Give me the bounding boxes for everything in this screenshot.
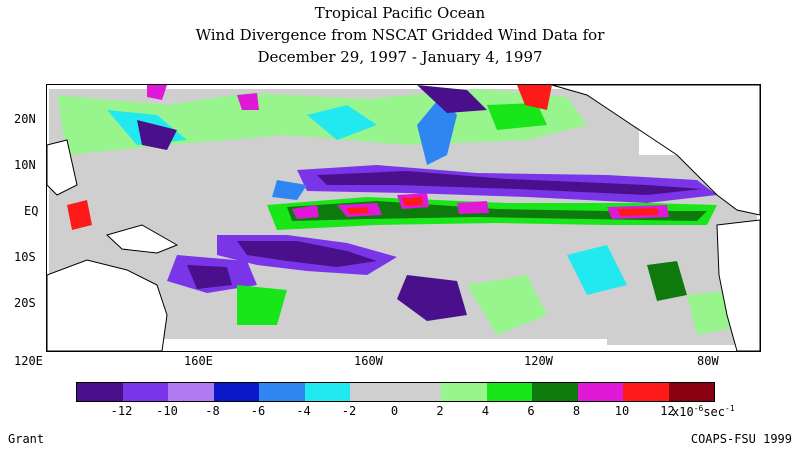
colorbar-tick-label: 8 xyxy=(572,404,581,418)
colorbar-swatch xyxy=(259,383,305,401)
colorbar-swatch xyxy=(213,383,259,401)
lat-label-20s: 20S xyxy=(14,296,36,310)
colorbar-tick-label: 0 xyxy=(390,404,399,418)
colorbar-swatch xyxy=(168,383,214,401)
map-title-line-1: Tropical Pacific Ocean xyxy=(314,4,486,22)
divergence-map-svg xyxy=(47,85,760,351)
source-credit: COAPS-FSU 1999 xyxy=(690,432,792,446)
colorbar-swatch xyxy=(532,383,578,401)
lon-label-160e: 160E xyxy=(184,354,213,368)
colorbar-swatch xyxy=(668,383,714,401)
lon-label-160w: 160W xyxy=(354,354,383,368)
map-title-line-3: December 29, 1997 - January 4, 1997 xyxy=(257,48,543,66)
lat-label-20n: 20N xyxy=(14,112,36,126)
units-exponent: -6 xyxy=(693,404,704,413)
colorbar-swatch xyxy=(395,383,441,401)
colorbar xyxy=(76,382,715,402)
colorbar-tick-label: 12 xyxy=(660,404,675,418)
colorbar-swatch xyxy=(623,383,669,401)
units-suffix-exponent: -1 xyxy=(725,404,735,413)
colorbar-swatch xyxy=(304,383,350,401)
map-title-line-2: Wind Divergence from NSCAT Gridded Wind … xyxy=(195,26,605,44)
author-credit: Grant xyxy=(8,432,45,446)
colorbar-swatch xyxy=(77,383,123,401)
lat-label-eq: EQ xyxy=(24,204,39,218)
lon-label-80w: 80W xyxy=(697,354,719,368)
units-label: x10-6sec-1 xyxy=(672,404,735,419)
colorbar-tick-label: -12 xyxy=(110,404,133,418)
colorbar-tick-label: -2 xyxy=(341,404,357,418)
colorbar-tick-label: -8 xyxy=(205,404,220,418)
lon-label-120e: 120E xyxy=(14,354,43,368)
colorbar-tick-label: 6 xyxy=(527,404,535,418)
colorbar-swatch xyxy=(350,383,396,401)
colorbar-tick-label: 4 xyxy=(481,404,490,418)
colorbar-swatch xyxy=(577,383,623,401)
colorbar-tick-label: 2 xyxy=(436,404,444,418)
colorbar-swatch xyxy=(122,383,168,401)
divergence-map xyxy=(46,84,761,352)
units-suffix: sec xyxy=(703,405,726,419)
units-prefix: x10 xyxy=(672,405,694,419)
lon-label-120w: 120W xyxy=(524,354,553,368)
colorbar-swatch xyxy=(486,383,532,401)
colorbar-tick-label: -10 xyxy=(156,404,178,418)
lat-label-10s: 10S xyxy=(14,250,36,264)
colorbar-tick-label: -6 xyxy=(250,404,266,418)
colorbar-tick-label: 10 xyxy=(614,404,630,418)
colorbar-tick-label: -4 xyxy=(296,404,311,418)
colorbar-swatch xyxy=(441,383,487,401)
lat-label-10n: 10N xyxy=(14,158,36,172)
coastlines xyxy=(47,85,760,351)
